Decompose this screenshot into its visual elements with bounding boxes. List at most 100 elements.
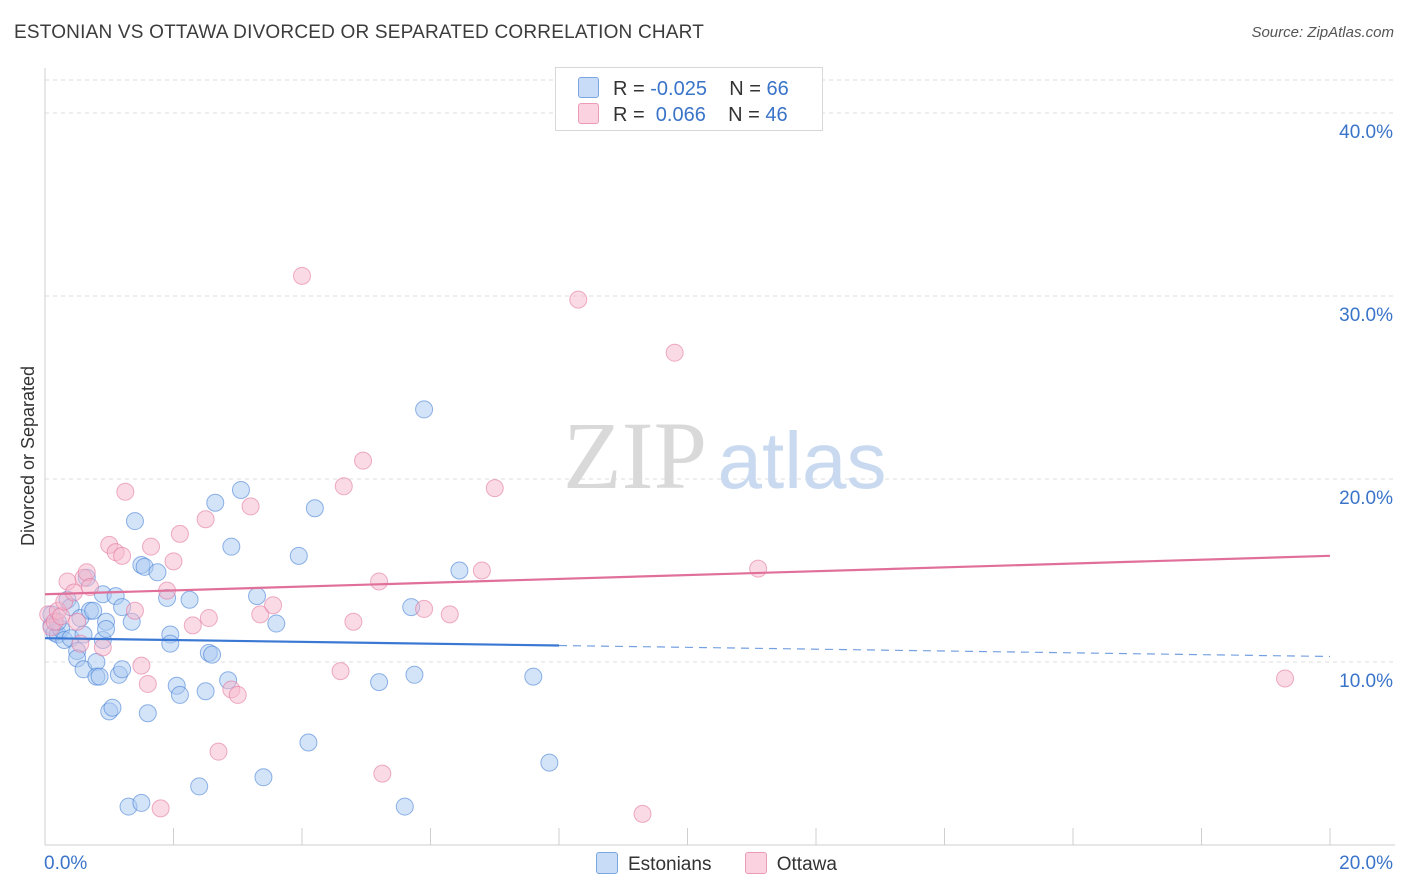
data-point [264,596,283,615]
ottawa-swatch [578,103,599,124]
data-points [39,266,1295,823]
data-point [254,768,273,787]
data-point [132,656,151,675]
data-point [103,698,122,717]
legend-item-ottawa[interactable]: Ottawa [744,852,837,876]
data-point [206,493,225,512]
data-point [97,620,116,639]
data-point [209,742,228,761]
data-point [125,512,144,531]
legend-label: Ottawa [776,854,837,875]
data-point [373,764,392,783]
data-point [164,552,183,571]
data-point [170,524,189,543]
data-point [203,645,222,664]
data-point [199,609,218,628]
data-point [93,638,112,657]
legend-item-estonians[interactable]: Estonians [596,852,711,876]
y-tick-label: 30.0% [1339,305,1393,326]
data-point [293,266,311,285]
axes [44,68,1395,846]
data-point [125,601,144,620]
data-point [540,753,559,772]
trend-line-extension [558,644,1331,658]
r-value: 0.066 [650,104,706,126]
trend-line-ottawa [44,554,1331,596]
axis-labels: 10.0% 20.0% 30.0% 40.0% 0.0% 20.0% Divorced or… [18,122,1393,874]
data-point [251,605,270,624]
data-point [633,804,652,823]
data-point [370,673,389,692]
data-point [267,614,286,633]
stats-legend: R = -0.025 N = 66 R = 0.066 N = 46 [555,67,823,131]
data-point [231,480,250,499]
watermark: ZIP atlas [563,402,886,509]
x-tick-label: 20.0% [1339,853,1393,874]
data-point [170,685,189,704]
data-point [196,682,215,701]
data-point [138,674,157,693]
data-point [248,587,267,606]
data-point [354,451,373,470]
data-point [161,634,180,653]
data-point [241,497,260,516]
trend-lines [44,554,1331,658]
trend-line-estonians [44,637,560,647]
data-point [190,777,209,796]
data-point [77,563,96,582]
watermark-zip: ZIP [563,402,707,509]
data-point [440,605,459,624]
data-point [183,616,202,635]
data-point [749,559,768,578]
data-point [180,590,199,609]
stats-row-ottawa: R = 0.066 N = 46 [578,103,788,129]
data-point [113,660,132,679]
y-tick-label: 20.0% [1339,488,1393,509]
data-point [80,577,99,596]
data-point [84,601,103,620]
data-point [228,685,247,704]
data-point [415,400,434,419]
series-ottawa [39,266,1295,823]
data-point [1276,669,1295,688]
data-point [116,482,135,501]
data-point [142,537,161,556]
y-axis-title: Divorced or Separated [18,366,38,546]
data-point [331,662,350,681]
data-point [415,599,434,618]
data-point [299,733,318,752]
ottawa-swatch [744,852,767,874]
r-label: R = [613,104,651,126]
data-point [305,499,324,518]
y-tick-label: 10.0% [1339,671,1393,692]
data-point [524,667,543,686]
r-label: R = [613,78,651,100]
data-point [196,510,215,529]
chart-title: ESTONIAN VS OTTAWA DIVORCED OR SEPARATED… [14,22,705,43]
data-point [472,561,491,580]
data-point [395,797,414,816]
data-point [52,607,71,626]
data-point [405,665,424,684]
r-value: -0.025 [650,78,707,100]
y-tick-label: 40.0% [1339,122,1393,143]
data-point [334,477,353,496]
source-credit: Source: ZipAtlas.com [1251,24,1394,41]
data-point [151,799,170,818]
n-value: 46 [765,104,788,126]
estonians-swatch [596,852,618,874]
n-value: 66 [766,78,789,100]
data-point [665,343,684,362]
data-point [148,563,167,582]
data-point [222,537,241,556]
series-estonians [42,400,559,816]
n-label: N = [729,78,767,100]
data-point [90,667,109,686]
data-point [68,612,87,631]
estonians-swatch [578,77,599,98]
data-point [569,290,588,309]
watermark-atlas: atlas [718,416,887,505]
x-tick-label: 0.0% [44,853,87,874]
data-point [138,704,157,723]
